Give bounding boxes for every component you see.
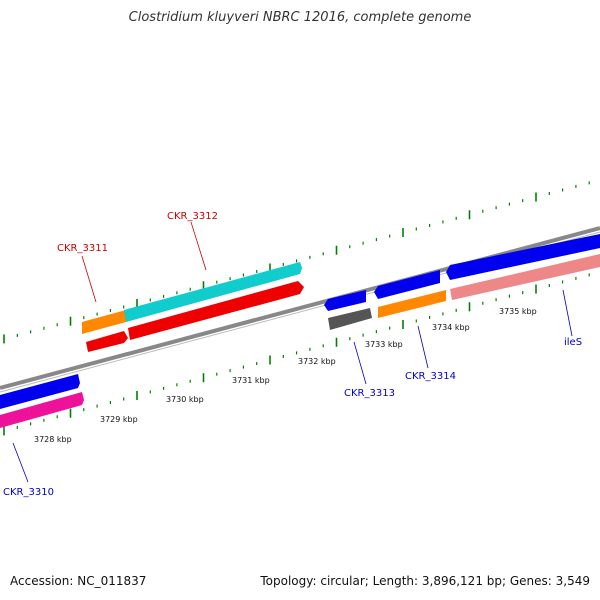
reverse-strand-features xyxy=(0,254,600,428)
gene-labels: CKR_3310 CKR_3311 CKR_3312 CKR_3313 CKR_… xyxy=(3,211,582,498)
kbp-label: 3729 kbp xyxy=(100,415,138,424)
gene-label-ckr-3313[interactable]: CKR_3313 xyxy=(344,388,395,399)
leader-iles xyxy=(562,289,573,337)
gene-ckr-3312-red[interactable] xyxy=(128,281,304,340)
kbp-label: 3728 kbp xyxy=(34,435,72,444)
leader-ckr-3310 xyxy=(12,442,29,483)
gene-ckr-3314-orange[interactable] xyxy=(378,290,446,318)
forward-strand-features xyxy=(0,234,600,409)
leader-ckr-3314 xyxy=(417,325,429,369)
leader-ckr-3313 xyxy=(353,341,367,385)
genome-stats-text: Topology: circular; Length: 3,896,121 bp… xyxy=(260,574,590,588)
gene-ckr-3310-arrow[interactable] xyxy=(0,374,80,409)
kbp-label: 3730 kbp xyxy=(166,395,204,404)
gene-label-ckr-3312[interactable]: CKR_3312 xyxy=(167,211,218,222)
gene-ckr-3313-blue[interactable] xyxy=(324,290,366,311)
gene-ckr-3314-blue[interactable] xyxy=(374,270,440,299)
gene-iles-blue[interactable] xyxy=(446,234,600,280)
kbp-label: 3735 kbp xyxy=(499,307,537,316)
map-title: Clostridium kluyveri NBRC 12016, complet… xyxy=(128,10,472,25)
gene-label-ckr-3310[interactable]: CKR_3310 xyxy=(3,487,54,498)
kbp-label: 3733 kbp xyxy=(365,340,403,349)
leader-ckr-3311 xyxy=(81,255,97,303)
gene-ckr-3312-cyan[interactable] xyxy=(124,262,302,322)
gene-ckr-3313-gray[interactable] xyxy=(328,308,372,330)
gene-label-ckr-3311[interactable]: CKR_3311 xyxy=(57,243,108,254)
kbp-label: 3734 kbp xyxy=(432,323,470,332)
leader-ckr-3312 xyxy=(190,221,207,271)
gene-iles-salmon[interactable] xyxy=(450,254,600,300)
kbp-label: 3732 kbp xyxy=(298,357,336,366)
gene-label-iles[interactable]: ileS xyxy=(564,337,582,348)
gene-label-ckr-3314[interactable]: CKR_3314 xyxy=(405,371,456,382)
scale-labels: 3728 kbp 3729 kbp 3730 kbp 3731 kbp 3732… xyxy=(34,307,537,444)
kbp-label: 3731 kbp xyxy=(232,376,270,385)
accession-text: Accession: NC_011837 xyxy=(10,574,147,588)
gene-ckr-3311-red[interactable] xyxy=(86,331,128,352)
gene-ckr-3310-magenta[interactable] xyxy=(0,392,84,428)
gene-ckr-3311-orange[interactable] xyxy=(82,310,126,334)
leader-lines xyxy=(12,221,573,483)
